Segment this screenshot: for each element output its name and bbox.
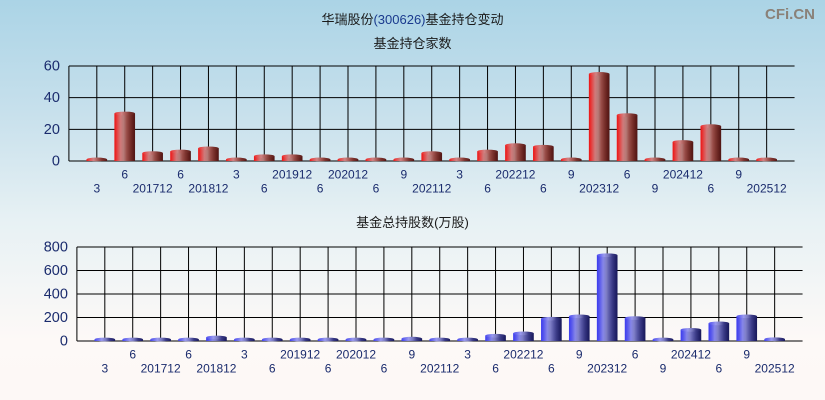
svg-text:6: 6 <box>121 168 128 182</box>
svg-text:202312: 202312 <box>587 362 627 376</box>
svg-text:6: 6 <box>325 362 332 376</box>
svg-text:6: 6 <box>177 168 184 182</box>
svg-text:202412: 202412 <box>671 348 711 362</box>
svg-text:6: 6 <box>492 362 499 376</box>
svg-text:3: 3 <box>456 168 463 182</box>
svg-text:400: 400 <box>44 287 68 303</box>
svg-text:202012: 202012 <box>336 348 376 362</box>
svg-text:202512: 202512 <box>747 182 787 196</box>
svg-text:9: 9 <box>408 348 415 362</box>
svg-text:6: 6 <box>484 182 491 196</box>
svg-text:202012: 202012 <box>328 168 368 182</box>
svg-text:3: 3 <box>101 362 108 376</box>
svg-text:0: 0 <box>60 334 68 350</box>
svg-text:201712: 201712 <box>133 182 173 196</box>
svg-text:201912: 201912 <box>272 168 312 182</box>
svg-text:202412: 202412 <box>663 168 703 182</box>
svg-text:9: 9 <box>400 168 407 182</box>
svg-text:201912: 201912 <box>280 348 320 362</box>
svg-text:6: 6 <box>269 362 276 376</box>
svg-text:202512: 202512 <box>755 362 795 376</box>
svg-text:6: 6 <box>317 182 324 196</box>
svg-text:9: 9 <box>660 362 667 376</box>
svg-text:6: 6 <box>381 362 388 376</box>
svg-text:60: 60 <box>44 59 60 75</box>
svg-text:9: 9 <box>743 348 750 362</box>
svg-text:3: 3 <box>93 182 100 196</box>
svg-text:6: 6 <box>632 348 639 362</box>
svg-text:6: 6 <box>129 348 136 362</box>
svg-text:202312: 202312 <box>579 182 619 196</box>
svg-text:6: 6 <box>707 182 714 196</box>
svg-text:6: 6 <box>548 362 555 376</box>
svg-text:6: 6 <box>624 168 631 182</box>
svg-text:6: 6 <box>715 362 722 376</box>
svg-text:6: 6 <box>185 348 192 362</box>
svg-text:0: 0 <box>52 154 60 170</box>
svg-text:201812: 201812 <box>196 362 236 376</box>
svg-text:202112: 202112 <box>420 362 459 376</box>
svg-text:20: 20 <box>44 122 60 138</box>
svg-text:202212: 202212 <box>495 168 535 182</box>
svg-text:3: 3 <box>241 348 248 362</box>
svg-text:9: 9 <box>735 168 742 182</box>
svg-text:201712: 201712 <box>141 362 181 376</box>
svg-text:3: 3 <box>464 348 471 362</box>
svg-text:9: 9 <box>652 182 659 196</box>
svg-text:200: 200 <box>44 310 68 326</box>
svg-text:9: 9 <box>576 348 583 362</box>
svg-text:202212: 202212 <box>503 348 543 362</box>
svg-text:6: 6 <box>261 182 268 196</box>
svg-text:9: 9 <box>568 168 575 182</box>
svg-text:202112: 202112 <box>412 182 451 196</box>
svg-text:3: 3 <box>233 168 240 182</box>
svg-text:600: 600 <box>44 263 68 279</box>
svg-text:6: 6 <box>373 182 380 196</box>
svg-text:6: 6 <box>540 182 547 196</box>
svg-text:800: 800 <box>44 240 68 256</box>
svg-text:40: 40 <box>44 90 60 106</box>
svg-text:201812: 201812 <box>188 182 228 196</box>
